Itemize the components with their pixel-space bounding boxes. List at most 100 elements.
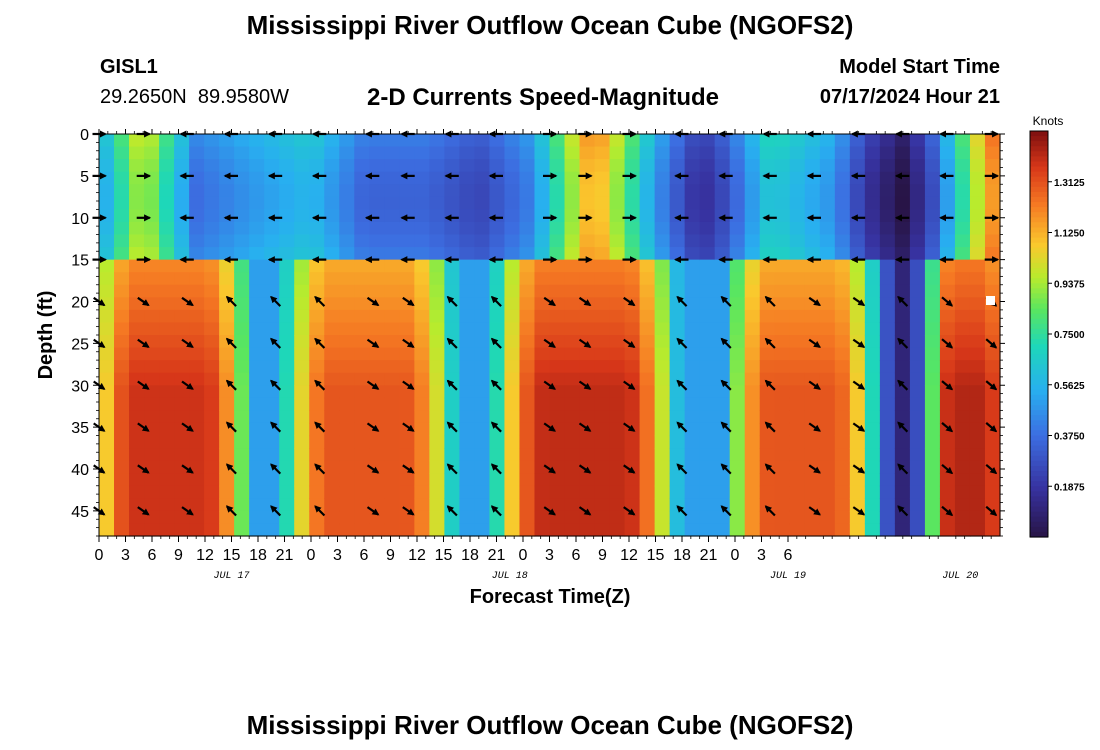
current-arrow xyxy=(314,337,326,349)
heatmap-cell xyxy=(489,247,506,261)
heatmap-cell xyxy=(894,485,911,499)
heatmap-cell xyxy=(699,410,716,424)
heatmap-cell xyxy=(414,284,430,298)
heatmap-cell xyxy=(414,360,430,374)
heatmap-cell xyxy=(114,523,130,537)
current-arrow xyxy=(225,505,237,517)
heatmap-cell xyxy=(864,510,881,525)
heatmap-cell xyxy=(834,360,851,374)
heatmap-cell xyxy=(669,523,686,537)
heatmap-cell xyxy=(414,221,430,236)
heatmap-cell xyxy=(309,184,325,198)
heatmap-cell xyxy=(774,460,791,474)
heatmap-cell xyxy=(624,209,641,223)
heatmap-cell xyxy=(519,335,536,349)
heatmap-cell xyxy=(519,510,536,525)
heatmap-cell xyxy=(789,410,806,424)
colorbar-segment xyxy=(1030,511,1048,518)
heatmap-cell xyxy=(459,284,476,298)
heatmap-cell xyxy=(144,309,160,324)
date-label: JUL 19 xyxy=(770,571,806,582)
heatmap-cell xyxy=(654,196,671,210)
heatmap-cell xyxy=(219,510,235,525)
heatmap-cell xyxy=(159,322,175,336)
heatmap-cell xyxy=(234,146,250,160)
heatmap-cell xyxy=(549,372,566,386)
heatmap-cell xyxy=(174,335,190,349)
heatmap-cell xyxy=(834,335,851,349)
heatmap-cell xyxy=(564,347,581,361)
heatmap-cell xyxy=(324,460,340,474)
heatmap-cell xyxy=(429,259,445,273)
heatmap-cell xyxy=(144,410,160,424)
heatmap-cell xyxy=(474,510,491,525)
current-arrow xyxy=(941,463,954,475)
heatmap-cell xyxy=(534,184,551,198)
heatmap-cell xyxy=(789,184,806,198)
heatmap-cell xyxy=(684,196,701,210)
heatmap-cell xyxy=(894,322,911,336)
heatmap-cell xyxy=(624,259,641,273)
heatmap-cell xyxy=(534,422,551,437)
heatmap-cell xyxy=(159,473,175,487)
heatmap-cell xyxy=(234,372,250,386)
heatmap-cell xyxy=(684,309,701,324)
colorbar-segment xyxy=(1030,334,1048,340)
heatmap-cell xyxy=(159,360,175,374)
heatmap-cell xyxy=(399,259,415,273)
current-arrow xyxy=(623,380,636,390)
heatmap-cell xyxy=(159,448,175,462)
heatmap-cell xyxy=(894,196,911,210)
heatmap-cell xyxy=(444,397,460,411)
heatmap-cell xyxy=(354,234,370,248)
heatmap-cell xyxy=(789,234,806,248)
heatmap-cell xyxy=(879,134,896,148)
heatmap-cell xyxy=(744,473,761,487)
heatmap-cell xyxy=(819,460,836,474)
current-arrow xyxy=(897,379,909,391)
heatmap-cell xyxy=(789,510,806,525)
heatmap-cell xyxy=(264,309,280,324)
heatmap-cell xyxy=(669,397,686,411)
heatmap-cell xyxy=(204,435,220,449)
current-arrow xyxy=(181,422,194,432)
heatmap-cell xyxy=(864,184,881,198)
heatmap-cell xyxy=(279,523,295,537)
heatmap-cell xyxy=(414,448,430,462)
heatmap-cell xyxy=(159,385,175,399)
heatmap-cell xyxy=(609,435,626,449)
heatmap-cell xyxy=(234,410,250,424)
heatmap-cell xyxy=(489,523,506,537)
heatmap-cell xyxy=(744,146,761,160)
heatmap-cell xyxy=(339,234,355,248)
colorbar-segment xyxy=(1030,455,1048,462)
heatmap-cell xyxy=(969,134,986,148)
colorbar-segment xyxy=(1030,283,1048,289)
heatmap-cell xyxy=(264,360,280,374)
heatmap-cell xyxy=(189,410,205,424)
model-start-value: 07/17/2024 Hour 21 xyxy=(819,86,1000,108)
heatmap-cell xyxy=(294,360,310,374)
heatmap-cell xyxy=(354,385,370,399)
current-arrow xyxy=(764,505,776,517)
heatmap-cell xyxy=(534,510,551,525)
heatmap-cell xyxy=(774,184,791,198)
heatmap-cell xyxy=(624,309,641,324)
heatmap-cell xyxy=(939,146,956,160)
heatmap-cell xyxy=(834,385,851,399)
heatmap-cell xyxy=(384,523,400,537)
heatmap-cell xyxy=(399,159,415,173)
heatmap-cell xyxy=(504,435,521,449)
heatmap-cell xyxy=(369,410,385,424)
heatmap-cell xyxy=(774,134,791,148)
heatmap-cell xyxy=(714,485,731,499)
current-arrow xyxy=(543,338,556,348)
heatmap-cell xyxy=(639,473,656,487)
current-arrow xyxy=(676,337,688,349)
heatmap-cell xyxy=(729,385,746,399)
heatmap-cell xyxy=(474,372,491,386)
heatmap-cell xyxy=(114,473,130,487)
heatmap-cell xyxy=(249,234,265,248)
heatmap-cell xyxy=(549,448,566,462)
heatmap-cell xyxy=(219,498,235,512)
